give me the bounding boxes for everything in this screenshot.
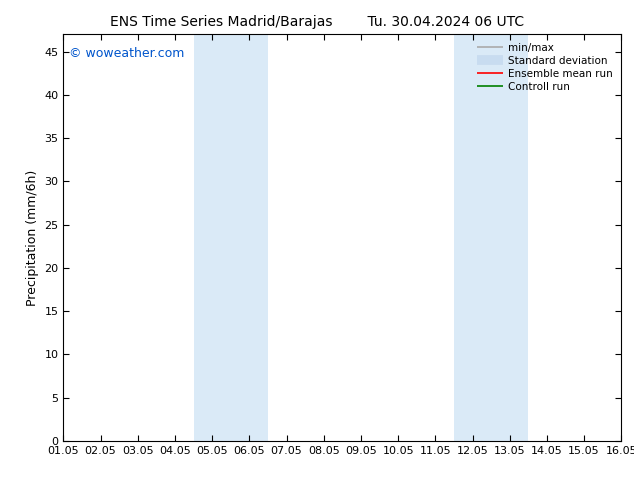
- Text: © woweather.com: © woweather.com: [69, 47, 184, 59]
- Text: ENS Time Series Madrid/Barajas        Tu. 30.04.2024 06 UTC: ENS Time Series Madrid/Barajas Tu. 30.04…: [110, 15, 524, 29]
- Bar: [193, 34, 268, 441]
- Y-axis label: Precipitation (mm/6h): Precipitation (mm/6h): [26, 170, 39, 306]
- Legend: min/max, Standard deviation, Ensemble mean run, Controll run: min/max, Standard deviation, Ensemble me…: [474, 40, 616, 95]
- Bar: [454, 34, 528, 441]
